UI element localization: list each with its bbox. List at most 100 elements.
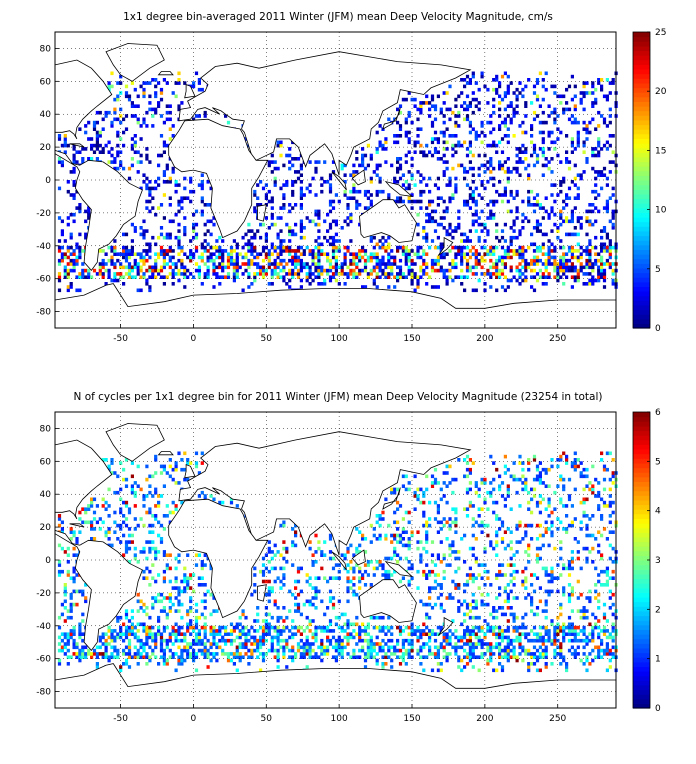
bin-cell bbox=[513, 652, 516, 656]
bin-cell bbox=[434, 150, 437, 154]
bin-cell bbox=[341, 262, 344, 266]
bin-cell bbox=[460, 252, 463, 256]
bin-cell bbox=[521, 220, 524, 224]
bin-cell bbox=[125, 629, 128, 633]
bin-cell bbox=[148, 646, 151, 650]
bin-cell bbox=[419, 560, 422, 564]
bin-cell bbox=[201, 639, 204, 643]
bin-cell bbox=[102, 636, 105, 640]
bin-cell bbox=[58, 659, 61, 663]
bin-cell bbox=[288, 154, 291, 158]
bin-cell bbox=[262, 223, 265, 227]
bin-cell bbox=[370, 649, 373, 653]
bin-cell bbox=[516, 279, 519, 283]
bin-cell bbox=[434, 104, 437, 108]
bin-cell bbox=[160, 269, 163, 273]
bin-cell bbox=[285, 154, 288, 158]
bin-cell bbox=[93, 127, 96, 131]
bin-cell bbox=[466, 262, 469, 266]
bin-cell bbox=[198, 88, 201, 92]
bin-cell bbox=[58, 259, 61, 263]
bin-cell bbox=[367, 560, 370, 564]
bin-cell bbox=[154, 600, 157, 604]
bin-cell bbox=[207, 272, 210, 276]
bin-cell bbox=[440, 256, 443, 260]
bin-cell bbox=[530, 233, 533, 237]
bin-cell bbox=[84, 275, 87, 279]
bin-cell bbox=[332, 249, 335, 253]
bin-cell bbox=[562, 259, 565, 263]
bin-cell bbox=[84, 600, 87, 604]
bin-cell bbox=[300, 164, 303, 168]
bin-cell bbox=[64, 632, 67, 636]
bin-cell bbox=[568, 85, 571, 89]
colorbar-swatch bbox=[633, 282, 650, 287]
bin-cell bbox=[440, 606, 443, 610]
bin-cell bbox=[346, 196, 349, 200]
bin-cell bbox=[437, 223, 440, 227]
bin-cell bbox=[265, 593, 268, 597]
bin-cell bbox=[516, 540, 519, 544]
bin-cell bbox=[160, 639, 163, 643]
bin-cell bbox=[504, 266, 507, 270]
bin-cell bbox=[175, 190, 178, 194]
bin-cell bbox=[277, 659, 280, 663]
bin-cell bbox=[64, 269, 67, 273]
bin-cell bbox=[352, 269, 355, 273]
bin-cell bbox=[443, 226, 446, 230]
bin-cell bbox=[102, 147, 105, 151]
bin-cell bbox=[414, 200, 417, 204]
bin-cell bbox=[600, 269, 603, 273]
bin-cell bbox=[271, 206, 274, 210]
bin-cell bbox=[489, 652, 492, 656]
bin-cell bbox=[545, 164, 548, 168]
bin-cell bbox=[128, 646, 131, 650]
bin-cell bbox=[244, 639, 247, 643]
bin-cell bbox=[140, 269, 143, 273]
bin-cell bbox=[425, 101, 428, 105]
bin-cell bbox=[373, 236, 376, 240]
bin-cell bbox=[454, 121, 457, 125]
bin-cell bbox=[492, 127, 495, 131]
bin-cell bbox=[309, 646, 312, 650]
bin-cell bbox=[396, 560, 399, 564]
bin-cell bbox=[64, 275, 67, 279]
bin-cell bbox=[448, 593, 451, 597]
bin-cell bbox=[282, 646, 285, 650]
bin-cell bbox=[498, 81, 501, 85]
bin-cell bbox=[314, 223, 317, 227]
bin-cell bbox=[183, 272, 186, 276]
bin-cell bbox=[256, 262, 259, 266]
bin-cell bbox=[73, 249, 76, 253]
bin-cell bbox=[108, 150, 111, 154]
bin-cell bbox=[539, 223, 542, 227]
bin-cell bbox=[384, 632, 387, 636]
colorbar-swatch bbox=[633, 171, 650, 176]
bin-cell bbox=[536, 229, 539, 233]
bin-cell bbox=[236, 652, 239, 656]
bin-cell bbox=[603, 649, 606, 653]
bin-cell bbox=[571, 285, 574, 289]
bin-cell bbox=[612, 603, 615, 607]
bin-cell bbox=[507, 593, 510, 597]
bin-cell bbox=[376, 567, 379, 571]
bin-cell bbox=[507, 652, 510, 656]
bin-cell bbox=[198, 269, 201, 273]
bin-cell bbox=[169, 104, 172, 108]
bin-cell bbox=[507, 252, 510, 256]
bin-cell bbox=[379, 246, 382, 250]
bin-cell bbox=[274, 272, 277, 276]
bin-cell bbox=[297, 593, 300, 597]
bin-cell bbox=[396, 134, 399, 138]
bin-cell bbox=[364, 266, 367, 270]
bin-cell bbox=[591, 547, 594, 551]
bin-cell bbox=[416, 540, 419, 544]
bin-cell bbox=[527, 649, 530, 653]
bin-cell bbox=[446, 252, 449, 256]
bin-cell bbox=[419, 646, 422, 650]
bin-cell bbox=[262, 632, 265, 636]
bin-cell bbox=[309, 269, 312, 273]
bin-cell bbox=[478, 173, 481, 177]
bin-cell bbox=[478, 639, 481, 643]
bin-cell bbox=[416, 547, 419, 551]
